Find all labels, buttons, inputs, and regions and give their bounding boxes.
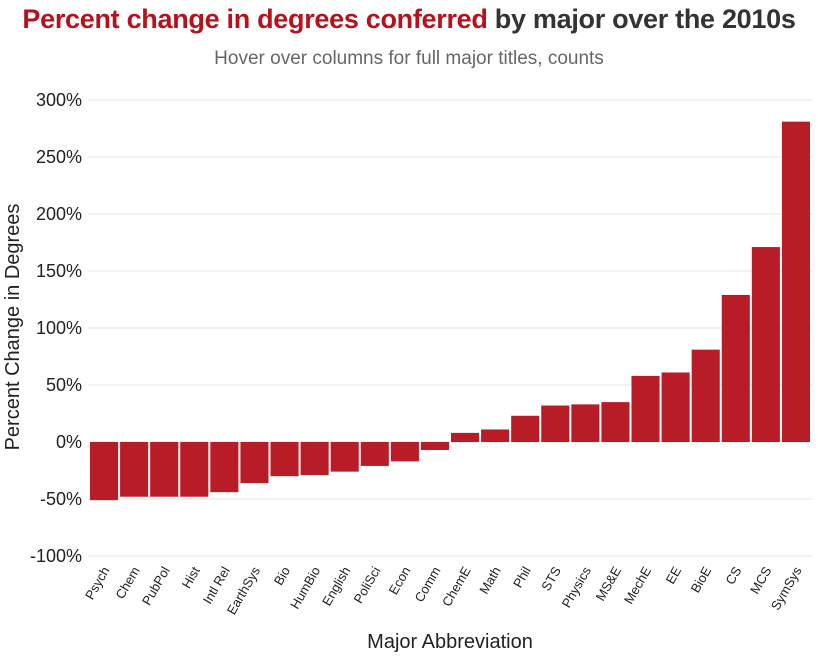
x-tick-label: CS [722,564,744,587]
bar-phil[interactable] [511,415,540,442]
bar-polisci[interactable] [360,442,389,466]
bar-comm[interactable] [420,442,449,450]
bar-cheme[interactable] [451,432,480,442]
x-tick-label: PoliSci [351,564,384,606]
x-axis-label: Major Abbreviation [367,631,533,653]
bar-econ[interactable] [390,442,419,462]
bar-earthsys[interactable] [240,442,269,484]
bar-sts[interactable] [541,405,570,442]
bar-humbio[interactable] [300,442,329,476]
bar-psych[interactable] [90,442,119,501]
x-tick-label: HumBio [287,564,323,612]
chart-title-highlight: Percent change in degrees conferred [22,4,488,34]
y-tick-label: -100% [30,546,82,566]
bar-intl-rel[interactable] [210,442,239,493]
bars[interactable] [90,121,810,501]
x-tick-label: Physics [559,564,595,611]
bar-physics[interactable] [571,404,600,442]
y-tick-label: 200% [36,204,82,224]
bar-bio[interactable] [270,442,299,477]
x-tick-label: BioE [688,564,715,596]
x-tick-label: Econ [386,564,414,597]
x-tick-label: Math [476,564,503,597]
x-tick-label: Psych [82,564,113,602]
bar-bioe[interactable] [691,349,720,442]
bar-symsys[interactable] [781,121,810,442]
x-tick-label: MS&E [593,564,625,604]
bar-chem[interactable] [120,442,149,497]
bar-ee[interactable] [661,372,690,442]
bar-mcs[interactable] [751,247,780,442]
x-tick-label: Bio [271,564,293,588]
chart-subtitle: Hover over columns for full major titles… [214,48,604,69]
y-tick-label: 150% [36,261,82,281]
bar-english[interactable] [330,442,359,472]
chart-title: Percent change in degrees conferred by m… [0,4,818,35]
y-axis-ticks: -100% -50% 0% 50% 100% 150% 200% 250% 300% [30,90,82,566]
bar-ms-e[interactable] [601,402,630,442]
x-tick-label: ChemE [439,564,474,609]
bar-meche[interactable] [631,375,660,442]
y-tick-label: -50% [40,489,82,509]
y-tick-label: 50% [46,375,82,395]
bar-cs[interactable] [721,294,750,442]
x-tick-label: MCS [747,564,775,597]
x-tick-label: STS [538,564,564,594]
bar-hist[interactable] [180,442,209,497]
y-tick-label: 100% [36,318,82,338]
gridlines [88,99,812,557]
x-tick-label: MechE [621,564,654,607]
chart-title-rest: by major over the 2010s [487,4,796,34]
y-axis-label: Percent Change in Degrees [2,204,24,451]
y-tick-label: 0% [56,432,82,452]
y-tick-label: 250% [36,147,82,167]
x-tick-label: EE [663,564,685,587]
x-tick-label: Chem [112,564,142,602]
bar-math[interactable] [481,429,510,442]
x-tick-label: English [319,564,353,608]
x-tick-label: PubPol [139,564,173,608]
x-tick-label: Intl Rel [200,564,233,607]
bar-pubpol[interactable] [150,442,179,497]
y-tick-label: 300% [36,90,82,110]
x-tick-label: Phil [510,564,534,590]
x-tick-label: Hist [179,564,203,591]
x-tick-label: Comm [411,564,443,605]
